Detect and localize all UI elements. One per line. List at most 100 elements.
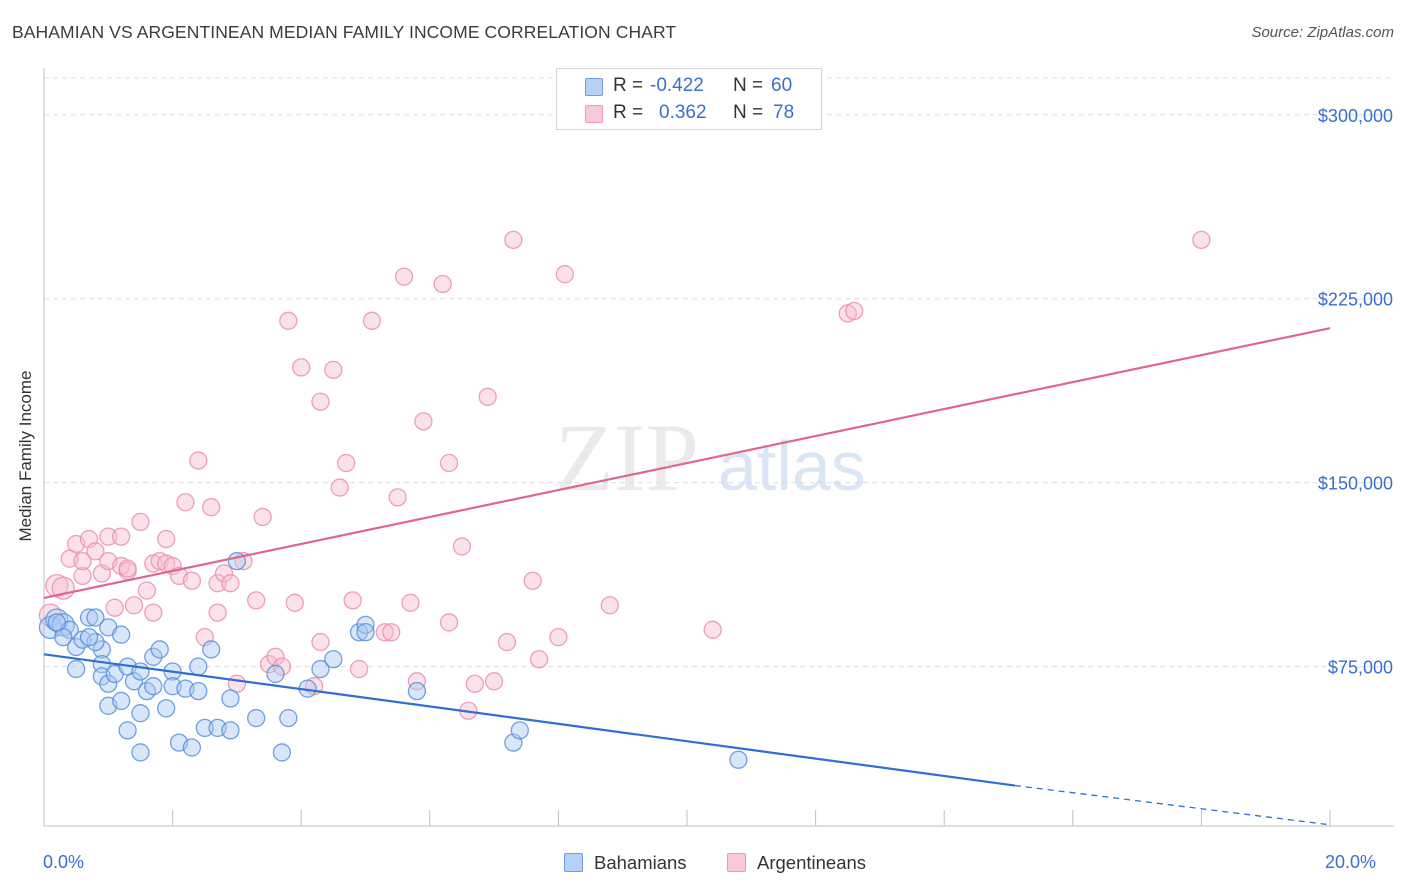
argentinean-point [208,603,227,622]
argentinean-point [292,358,311,377]
bahamian-point [349,623,369,642]
legend-swatch-blue [585,78,603,96]
argentinean-point [311,392,330,411]
legend-swatch-pink [727,853,746,872]
bahamian-point [182,738,202,757]
argentinean-point [394,267,414,286]
bahamian-point [86,608,105,627]
x-tick-label-min: 0.0% [43,852,85,872]
argentinean-point [157,529,176,549]
legend-n-value: 60 [771,75,793,96]
argentinean-point [523,571,542,590]
x-tick-label-max: 20.0% [1325,852,1377,872]
bahamian-point [131,743,150,762]
argentinean-point [118,559,137,578]
bahamian-point [47,613,67,632]
y-tick-label: $300,000 [1318,106,1393,126]
argentinean-point [202,498,221,517]
argentinean-point [279,311,298,330]
bahamian-point [144,647,163,666]
argentinean-point [285,593,304,612]
bahamian-point [324,650,343,669]
argentinean-point [484,672,504,691]
bahamian-point [221,721,240,740]
argentinean-point [703,620,722,639]
bahamian-point [272,743,292,762]
argentinean-point [452,537,472,556]
argentinean-point [465,674,484,693]
legend-row-argentineans: R = 0.362 N = 78 [557,101,821,127]
bahamian-point [279,708,298,728]
argentinean-point [330,478,349,497]
argentinean-point [439,453,459,473]
legend-swatch-blue [564,853,583,872]
argentinean-point [382,623,401,642]
bahamians-trend-line [43,653,1016,787]
bahamian-point [356,623,375,642]
bahamian-point [266,664,285,684]
bahamian-point [189,657,208,676]
bahamians-points [38,551,748,769]
bahamian-point [124,672,144,691]
bahamian-point [79,608,99,627]
bahamian-point [118,721,137,740]
argentinean-point [407,672,427,691]
correlation-legend: R = -0.422 N = 60 R = 0.362 N = 78 [556,68,822,130]
argentinean-point [124,596,144,615]
y-tick-label: $75,000 [1328,658,1393,678]
trend-lines [43,327,1331,826]
y-tick-label: $150,000 [1318,474,1393,494]
argentinean-point [137,581,157,600]
bahamian-point [356,615,375,635]
argentinean-point [497,632,517,652]
argentinean-point [504,230,523,250]
bahamian-point [131,704,150,723]
argentinean-point [388,488,407,507]
bahamian-point [99,674,118,693]
legend-swatch-pink [585,105,603,123]
bahamian-point [195,718,214,738]
bahamian-point [729,750,748,769]
y-tick-label: $225,000 [1318,290,1393,310]
argentinean-point [1192,230,1211,250]
argentinean-point [182,571,202,590]
argentinean-point [439,613,459,632]
argentinean-point [176,493,195,512]
gridlines [44,77,1394,668]
argentinean-point [433,274,452,294]
argentinean-point [208,574,227,593]
argentineans-trend-line [43,327,1331,599]
argentinean-point [99,527,118,546]
bahamian-point [407,681,427,701]
bahamian-point [247,708,266,728]
legend-n-label: N = [733,75,764,96]
bahamian-point [92,640,112,659]
legend-r-value: 0.362 [659,102,707,123]
legend-label-bahamians: Bahamians [594,852,687,873]
argentinean-point [401,593,420,612]
argentinean-point [214,564,234,583]
legend-n-label: N = [733,102,764,123]
argentinean-point [549,628,568,647]
argentinean-point [189,451,208,470]
argentinean-point [324,360,343,379]
legend-r-label: R = [613,75,644,96]
argentinean-point [349,659,369,679]
y-axis-label: Median Family Income [16,370,35,542]
bahamian-point [144,677,163,696]
argentinean-point [600,596,619,615]
y-tick-labels: $75,000 $150,000 $225,000 $300,000 [1318,106,1393,678]
legend-label-argentineans: Argentineans [757,852,867,873]
legend-r-label: R = [613,102,644,123]
chart-title: BAHAMIAN VS ARGENTINEAN MEDIAN FAMILY IN… [12,22,677,42]
bahamian-point [202,640,221,659]
bahamian-point [79,628,99,647]
argentinean-point [73,551,92,571]
bahamian-point [67,637,86,657]
bahamian-point [112,625,131,644]
argentinean-point [845,301,864,321]
argentinean-point [86,542,105,561]
argentinean-point [375,623,394,642]
bahamian-point [311,659,330,679]
bahamian-point [150,640,169,659]
